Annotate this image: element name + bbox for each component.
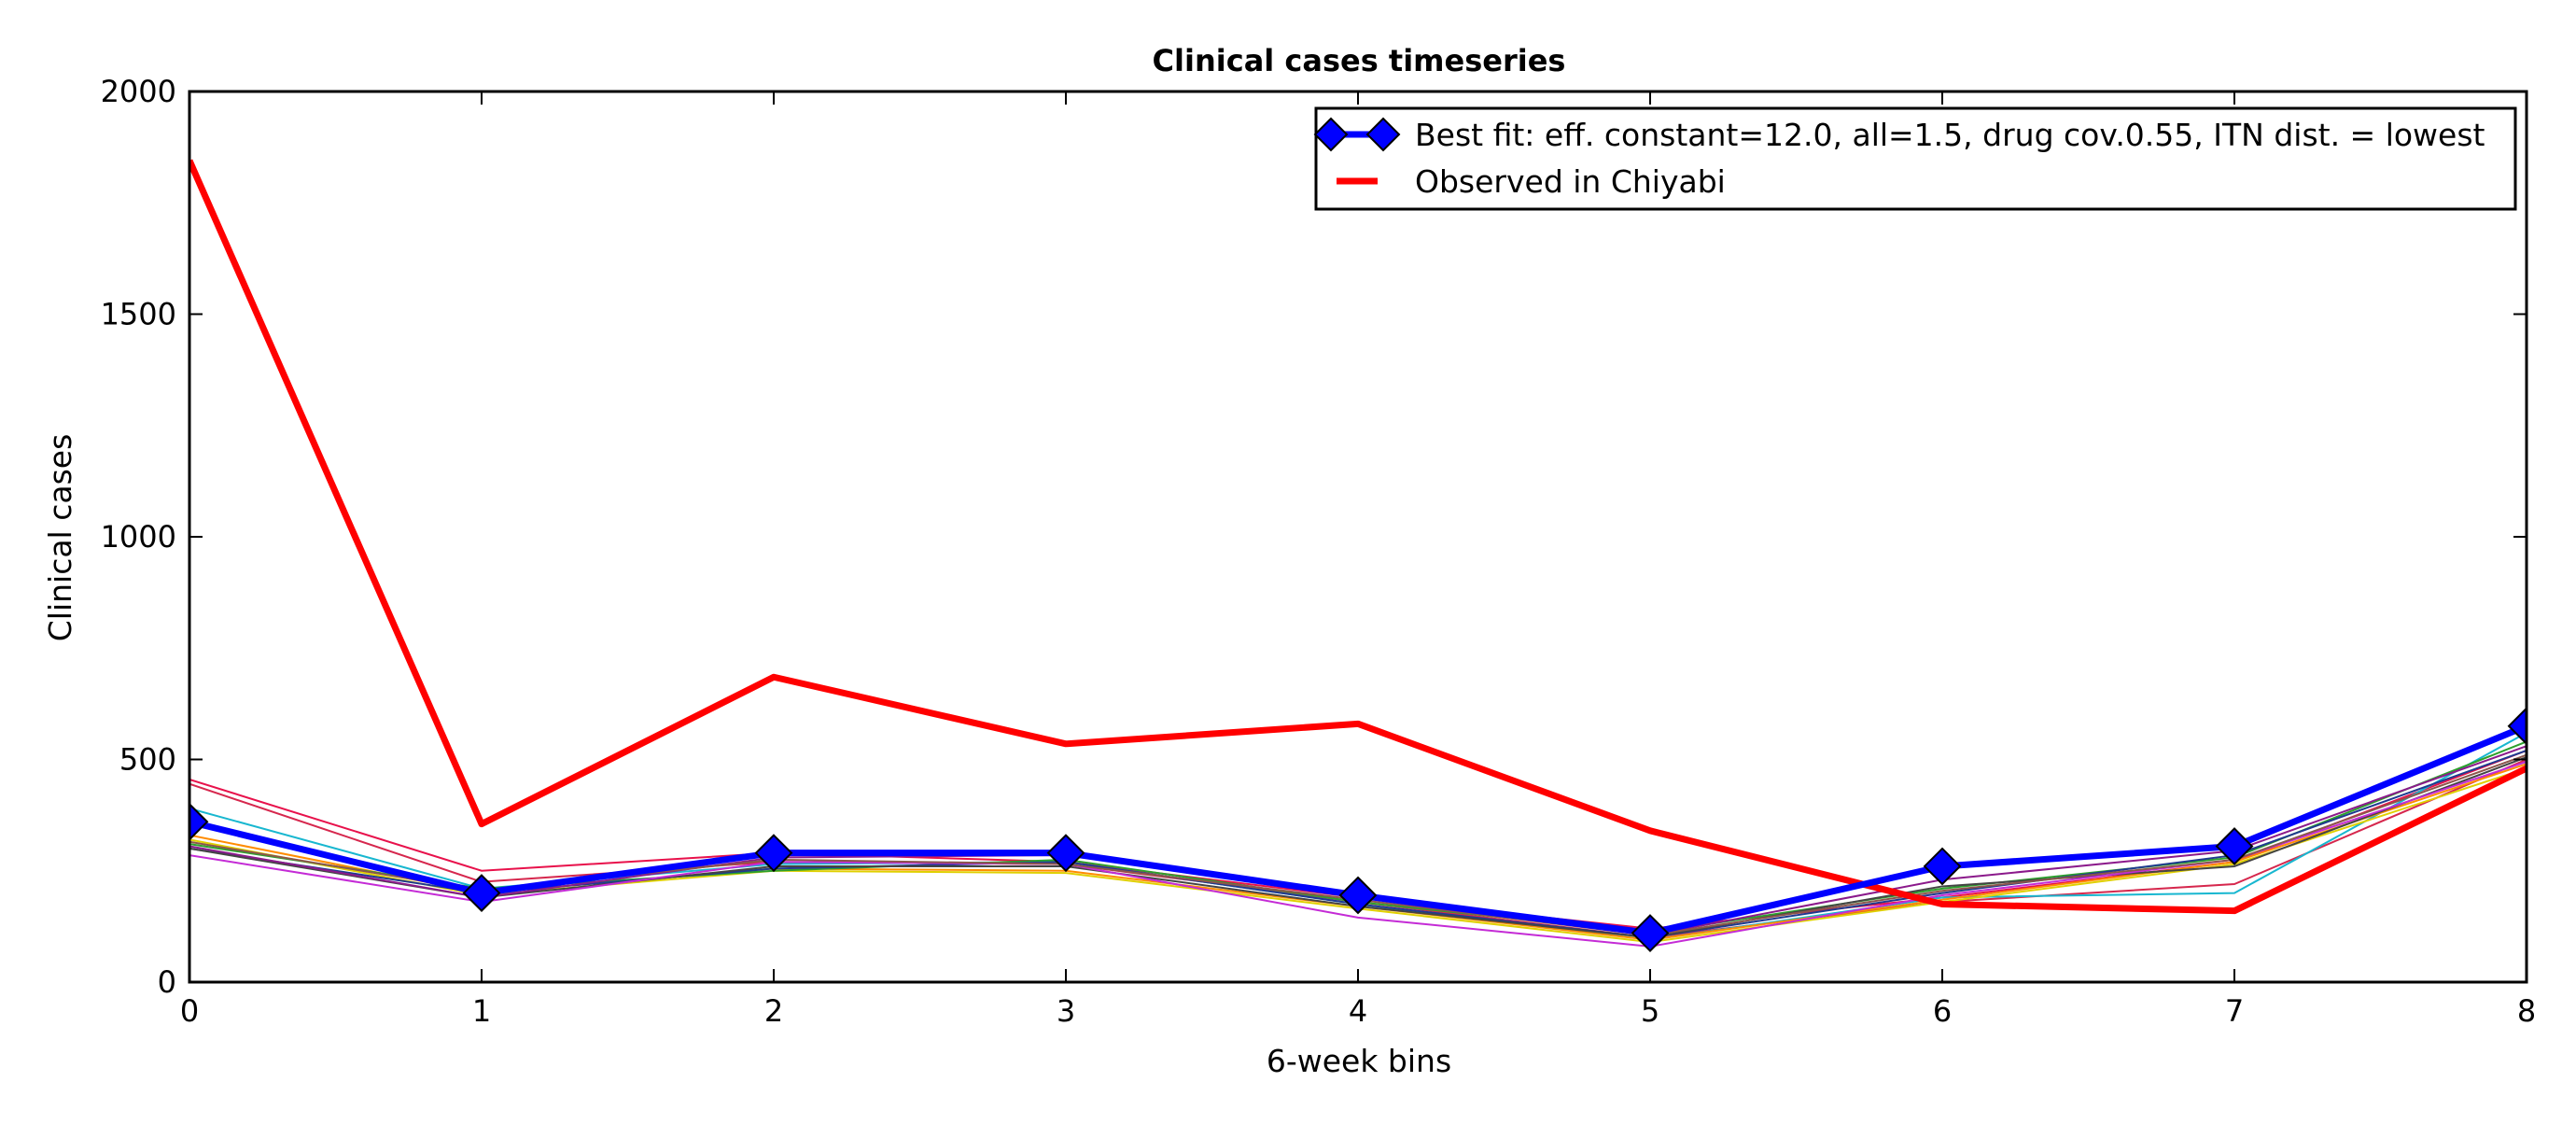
best-fit-marker [189, 802, 209, 841]
best-fit-marker [462, 874, 501, 913]
best-fit-marker [2507, 707, 2527, 746]
axis-ticks: 0 1 2 3 4 5 6 7 8 0 500 1000 1500 2000 [101, 74, 2537, 1029]
y-tick-label: 0 [158, 964, 176, 1000]
chart-title: Clinical cases timeseries [1153, 43, 1566, 78]
observed-series-line [189, 159, 2527, 915]
background-series-line-8 [189, 760, 2527, 948]
x-tick-label: 8 [2517, 993, 2536, 1029]
x-tick-label: 1 [472, 993, 491, 1029]
legend-label-best-fit: Best fit: eff. constant=12.0, all=1.5, d… [1415, 117, 2485, 153]
x-axis-label: 6-week bins [1267, 1043, 1451, 1079]
y-tick-label: 2000 [101, 74, 176, 109]
y-tick-label: 1500 [101, 297, 176, 332]
x-tick-label: 0 [180, 993, 199, 1029]
y-axis-label: Clinical cases [42, 434, 78, 642]
legend-label-observed: Observed in Chiyabi [1415, 163, 1726, 200]
legend-marker-best-fit [1365, 117, 1401, 152]
best-fit-marker [1046, 834, 1085, 873]
x-tick-label: 6 [1933, 993, 1952, 1029]
best-fit-marker [1338, 876, 1378, 915]
y-tick-label: 1000 [101, 519, 176, 555]
x-tick-label: 2 [764, 993, 783, 1029]
best-fit-marker [754, 834, 793, 873]
x-tick-label: 3 [1057, 993, 1075, 1029]
legend-box [1314, 106, 2517, 211]
x-tick-label: 7 [2225, 993, 2244, 1029]
x-tick-label: 5 [1641, 993, 1659, 1029]
best-fit-marker [1923, 847, 1962, 886]
best-fit-marker [2215, 827, 2254, 865]
x-tick-label: 4 [1349, 993, 1367, 1029]
best-fit-marker [1631, 914, 1670, 952]
legend-marker-best-fit [1313, 117, 1349, 152]
y-tick-label: 500 [119, 742, 176, 778]
legend: Best fit: eff. constant=12.0, all=1.5, d… [1313, 106, 2517, 211]
